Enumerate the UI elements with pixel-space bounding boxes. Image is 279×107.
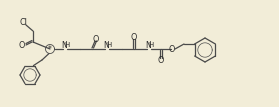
Text: O: O <box>131 33 137 42</box>
Text: Cl: Cl <box>19 18 27 27</box>
Text: H: H <box>64 42 70 48</box>
Text: *: * <box>48 45 52 54</box>
Text: N: N <box>61 41 67 50</box>
Text: O: O <box>158 56 164 65</box>
Text: O: O <box>169 45 175 54</box>
Text: O: O <box>19 41 25 50</box>
Text: O: O <box>93 34 99 44</box>
Text: N: N <box>103 41 109 50</box>
Text: H: H <box>148 42 154 48</box>
Text: H: H <box>106 42 112 48</box>
Text: N: N <box>145 41 151 50</box>
